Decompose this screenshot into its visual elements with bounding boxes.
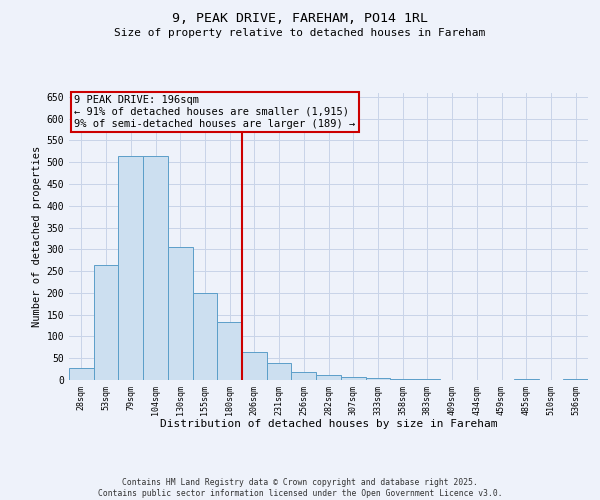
Bar [514, 379, 539, 380]
Bar [143, 156, 168, 380]
Text: 9 PEAK DRIVE: 196sqm
← 91% of detached houses are smaller (1,915)
9% of semi-det: 9 PEAK DRIVE: 196sqm ← 91% of detached h… [74, 96, 355, 128]
Text: Contains HM Land Registry data © Crown copyright and database right 2025.
Contai: Contains HM Land Registry data © Crown c… [98, 478, 502, 498]
Bar [341, 377, 365, 380]
Bar [168, 247, 193, 380]
Bar [415, 379, 440, 380]
Bar [193, 293, 217, 380]
Text: Size of property relative to detached houses in Fareham: Size of property relative to detached ho… [115, 28, 485, 38]
Bar [217, 322, 242, 380]
Bar [242, 352, 267, 380]
Bar [118, 156, 143, 380]
Bar [316, 375, 341, 380]
X-axis label: Distribution of detached houses by size in Fareham: Distribution of detached houses by size … [160, 419, 497, 429]
Bar [390, 378, 415, 380]
Y-axis label: Number of detached properties: Number of detached properties [32, 146, 43, 327]
Bar [563, 379, 588, 380]
Bar [94, 264, 118, 380]
Bar [267, 364, 292, 380]
Bar [365, 378, 390, 380]
Bar [69, 368, 94, 380]
Bar [292, 372, 316, 380]
Text: 9, PEAK DRIVE, FAREHAM, PO14 1RL: 9, PEAK DRIVE, FAREHAM, PO14 1RL [172, 12, 428, 26]
